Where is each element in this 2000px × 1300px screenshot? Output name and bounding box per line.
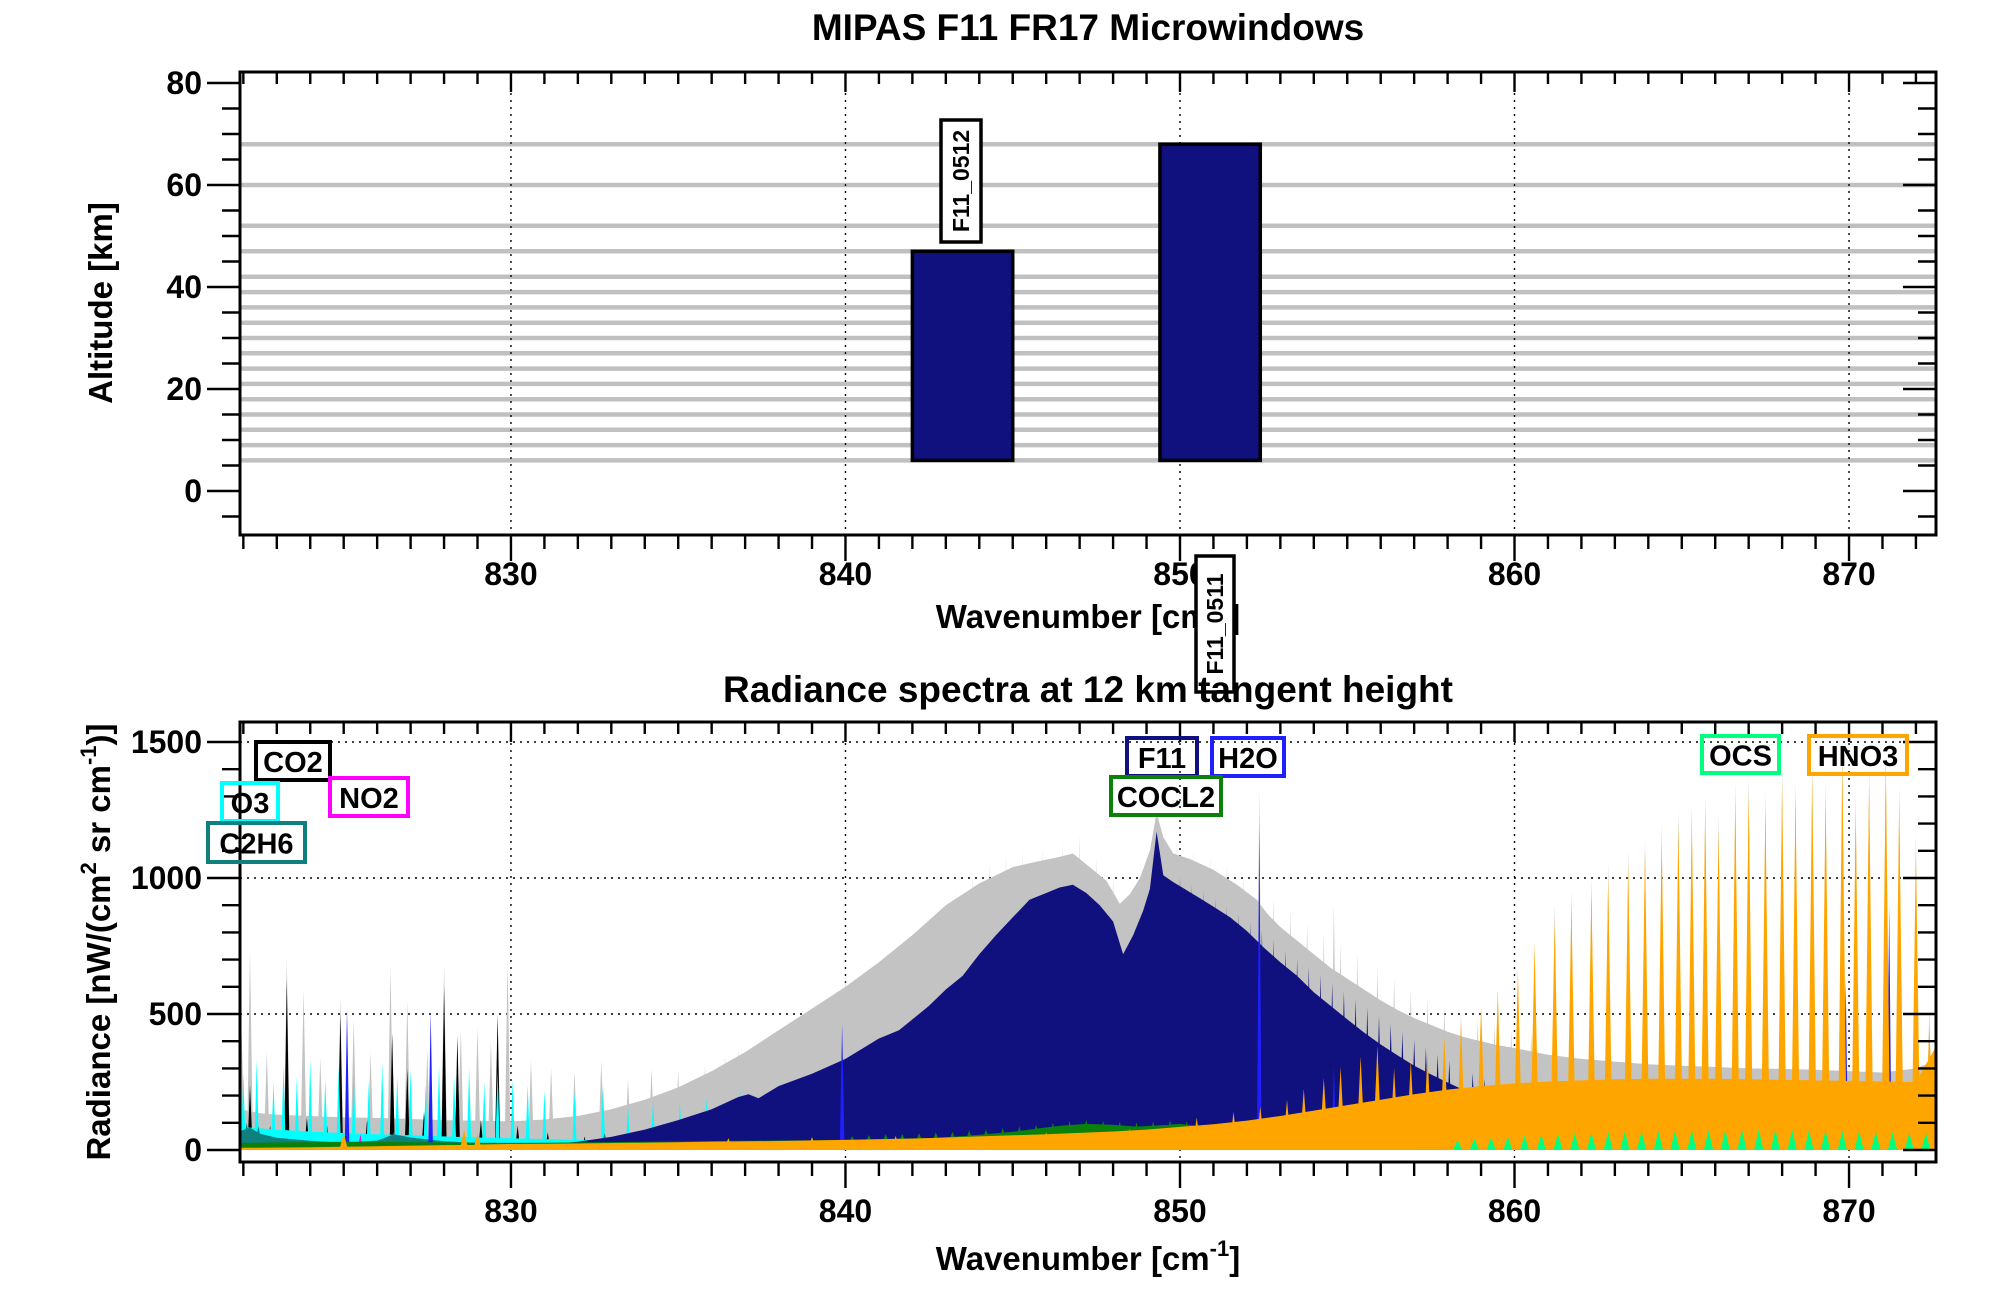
x-tick-label: 870 xyxy=(1822,1193,1875,1229)
x-tick-label: 840 xyxy=(819,1193,872,1229)
legend-label: O3 xyxy=(231,788,270,820)
y-axis-label: Altitude [km] xyxy=(82,202,119,404)
microwindow-label-box xyxy=(939,118,983,244)
bottom-chart-title: Radiance spectra at 12 km tangent height xyxy=(723,669,1453,710)
legend-box xyxy=(328,776,410,818)
x-axis-label: Wavenumber [cm-1] xyxy=(936,1236,1240,1277)
legend-box xyxy=(254,740,332,782)
x-tick-label: 870 xyxy=(1822,556,1875,592)
plot-border xyxy=(238,70,1938,537)
series-hno3 xyxy=(240,761,1936,1150)
microwindow-label: F11_0511 xyxy=(1202,573,1228,674)
x-tick-label: 850 xyxy=(1153,1193,1206,1229)
legend-item-cocl2: COCL2 xyxy=(1109,775,1223,817)
microwindow-label-box xyxy=(1194,554,1236,694)
legend-box xyxy=(1700,734,1781,775)
legend-label: NO2 xyxy=(339,783,399,815)
legend-label: CO2 xyxy=(263,747,323,779)
microwindow-label: F11_0512 xyxy=(948,130,974,232)
legend-label: C2H6 xyxy=(219,829,293,861)
x-tick-label: 830 xyxy=(484,1193,537,1229)
legend-label: H2O xyxy=(1218,743,1278,775)
y-tick-label: 1000 xyxy=(131,860,202,896)
legend-label: F11 xyxy=(1138,743,1186,775)
bottom-panel: 0 500 1000 1500 830 840 850 860 870 Radiance [nW/… xyxy=(76,669,1938,1277)
microwindow-bar xyxy=(1158,142,1263,463)
x-tick-label: 860 xyxy=(1488,556,1541,592)
axis-ticks xyxy=(207,722,1936,1188)
legend-label: HNO3 xyxy=(1818,741,1899,773)
x-tick-label: 830 xyxy=(484,556,537,592)
legend-item-c2h6: C2H6 xyxy=(206,821,307,864)
legend-item-h2o: H2O xyxy=(1210,736,1286,778)
y-tick-label: 0 xyxy=(184,473,202,509)
legend-box xyxy=(1109,775,1223,817)
y-tick-label: 1500 xyxy=(131,724,202,760)
y-tick-label: 20 xyxy=(166,371,202,407)
legend-box xyxy=(1807,734,1909,776)
x-tick-label: 840 xyxy=(819,556,872,592)
y-axis-label: Radiance [nW/(cm2 sr cm-1)] xyxy=(76,723,117,1160)
legend-item-f11: F11 xyxy=(1125,736,1199,778)
microwindow-bar xyxy=(910,249,1015,463)
spectra xyxy=(240,746,1936,1150)
tangent-altitude-gridlines xyxy=(240,141,1936,463)
y-tick-label: 500 xyxy=(149,996,202,1032)
legend-item-co2: CO2 xyxy=(254,740,332,782)
legend-item-no2: NO2 xyxy=(328,776,410,818)
legend-item-ocs: OCS xyxy=(1700,734,1781,775)
legend-label: COCL2 xyxy=(1117,782,1215,814)
top-chart-title: MIPAS F11 FR17 Microwindows xyxy=(812,7,1364,48)
legend-box xyxy=(206,821,307,864)
legend-box xyxy=(1210,736,1286,778)
legend-item-hno3: HNO3 xyxy=(1807,734,1909,776)
legend-item-o3: O3 xyxy=(220,781,280,823)
legend-label: OCS xyxy=(1709,741,1772,773)
y-tick-label: 80 xyxy=(166,65,202,101)
series-f11 xyxy=(240,831,1936,1150)
plot-border xyxy=(238,720,1938,1164)
y-tick-label: 40 xyxy=(166,269,202,305)
y-tick-label: 60 xyxy=(166,167,202,203)
axis-ticks xyxy=(207,72,1936,561)
y-tick-label: 0 xyxy=(184,1132,202,1168)
x-tick-label: 860 xyxy=(1488,1193,1541,1229)
